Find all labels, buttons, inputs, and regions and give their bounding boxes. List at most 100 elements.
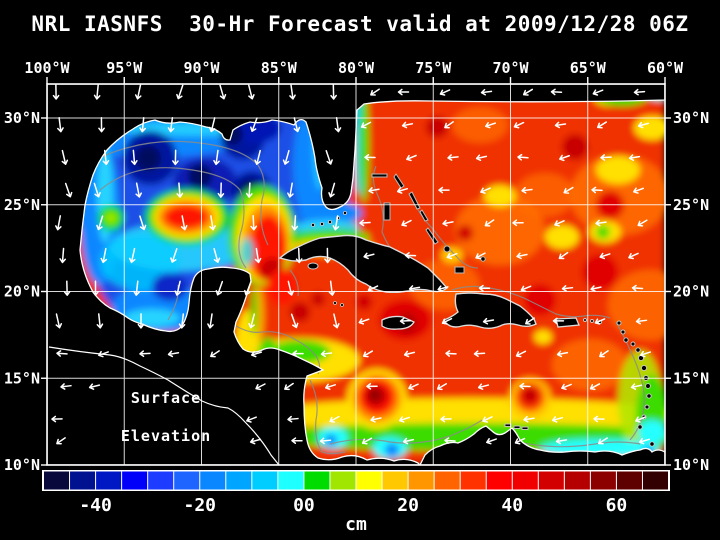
colorbar-cell — [538, 471, 564, 490]
velocity-vector-arrow — [134, 84, 142, 100]
colorbar-tick-labels: -40 -20 00 20 40 60 — [79, 495, 627, 516]
current-vectors — [51, 84, 652, 445]
variable-label-line2: Elevation — [121, 427, 211, 445]
lat-axis-label-left: 20°N — [4, 283, 40, 301]
velocity-vector-arrow — [408, 383, 419, 391]
colorbar-cell — [200, 471, 226, 490]
graticule-grid — [47, 84, 665, 465]
velocity-vector-arrow — [56, 350, 68, 357]
bahamas-islands — [371, 173, 486, 274]
velocity-vector-arrow — [102, 149, 110, 166]
velocity-vector-arrow — [330, 84, 337, 100]
velocity-vector-arrow — [295, 247, 303, 264]
south-america-landmass — [419, 425, 665, 465]
colorbar-cell — [252, 471, 278, 490]
velocity-vector-arrow — [209, 215, 216, 231]
velocity-vector-arrow — [633, 88, 646, 96]
velocity-vector-arrow — [324, 247, 331, 264]
velocity-vector-arrow — [358, 318, 370, 325]
velocity-vector-arrow — [290, 313, 299, 329]
colorbar-cell — [278, 471, 304, 490]
velocity-vector-arrow — [59, 247, 67, 264]
lon-axis-label: 80°W — [338, 59, 375, 77]
velocity-vector-arrow — [135, 182, 143, 198]
velocity-vector-arrow — [334, 117, 342, 133]
velocity-vector-arrow — [255, 383, 266, 391]
velocity-vector-arrow — [485, 121, 496, 129]
velocity-vector-arrow — [475, 154, 488, 162]
lon-axis-label: 85°W — [261, 59, 298, 77]
velocity-vector-arrow — [519, 382, 531, 390]
velocity-vector-arrow — [96, 313, 104, 329]
velocity-vector-arrow — [599, 350, 609, 358]
colorbar-cell — [330, 471, 356, 490]
velocity-vector-arrow — [438, 186, 450, 194]
axis-ticks — [41, 77, 671, 466]
puerto-rico-island — [555, 317, 580, 328]
velocity-vector-arrow — [370, 88, 380, 96]
lat-axis-label-right: 30°N — [673, 109, 709, 127]
lon-axis-label: 75°W — [415, 59, 452, 77]
velocity-vector-arrow — [364, 154, 376, 161]
velocity-vector-arrow — [600, 154, 612, 161]
velocity-vector-arrow — [287, 415, 299, 423]
velocity-vector-arrow — [631, 284, 644, 292]
velocity-vector-arrow — [249, 437, 262, 445]
velocity-vector-arrow — [401, 219, 412, 227]
colorbar-tick-label: 40 — [501, 495, 523, 516]
velocity-vector-arrow — [60, 383, 72, 390]
velocity-vector-arrow — [514, 437, 526, 445]
velocity-vector-arrow — [442, 219, 454, 227]
velocity-vector-arrow — [213, 248, 221, 263]
velocity-vector-arrow — [254, 149, 261, 165]
velocity-vector-arrow — [473, 350, 486, 358]
lon-axis-label: 95°W — [106, 59, 143, 77]
velocity-vector-arrow — [98, 116, 105, 133]
velocity-vector-arrow — [96, 215, 104, 231]
velocity-vector-arrow — [176, 182, 184, 198]
velocity-vector-arrow — [517, 153, 529, 161]
velocity-vector-arrow — [172, 149, 179, 166]
velocity-vector-arrow — [366, 382, 378, 390]
colorbar-tick-label: 60 — [606, 495, 628, 516]
velocity-vector-arrow — [217, 182, 225, 198]
velocity-vector-arrow — [559, 154, 570, 162]
colorbar-cell — [642, 471, 668, 490]
velocity-vector-arrow — [447, 154, 459, 161]
colorbar-cell — [408, 471, 434, 490]
velocity-vector-arrow — [139, 116, 146, 133]
velocity-vector-arrow — [176, 84, 184, 100]
lat-axis-label-right: 15°N — [673, 369, 709, 387]
velocity-vector-arrow — [291, 437, 303, 445]
velocity-vector-arrow — [361, 437, 373, 445]
lon-axis-label: 65°W — [570, 59, 607, 77]
velocity-vector-arrow — [396, 187, 409, 194]
colorbar-tick-label: -40 — [79, 495, 112, 516]
velocity-vector-arrow — [445, 350, 457, 357]
velocity-vector-arrow — [633, 187, 644, 194]
velocity-vector-arrow — [139, 350, 151, 358]
colorbar-tick-label: 00 — [293, 495, 315, 516]
velocity-vector-arrow — [282, 149, 290, 165]
velocity-vector-arrow — [440, 415, 452, 423]
cayman-islands — [333, 301, 344, 307]
velocity-vector-arrow — [406, 154, 417, 162]
colorbar-cell — [70, 471, 96, 490]
colorbar-cell — [44, 471, 70, 490]
velocity-vector-arrow — [328, 280, 336, 296]
velocity-vector-arrow — [368, 187, 380, 194]
colorbar-cell — [304, 471, 330, 490]
velocity-vector-arrow — [130, 149, 138, 166]
velocity-vector-arrow — [638, 437, 651, 445]
variable-label-line1: Surface — [131, 389, 201, 407]
velocity-vector-arrow — [325, 150, 333, 165]
velocity-vector-arrow — [523, 415, 535, 423]
lat-axis-label-left: 25°N — [4, 196, 40, 214]
velocity-vector-arrow — [215, 280, 224, 296]
velocity-vector-arrow — [293, 117, 301, 133]
velocity-vector-arrow — [360, 121, 372, 129]
velocity-vector-arrow — [254, 247, 262, 264]
velocity-vector-arrow — [520, 285, 532, 292]
velocity-vector-arrow — [399, 317, 412, 325]
velocity-vector-arrow — [363, 252, 375, 260]
